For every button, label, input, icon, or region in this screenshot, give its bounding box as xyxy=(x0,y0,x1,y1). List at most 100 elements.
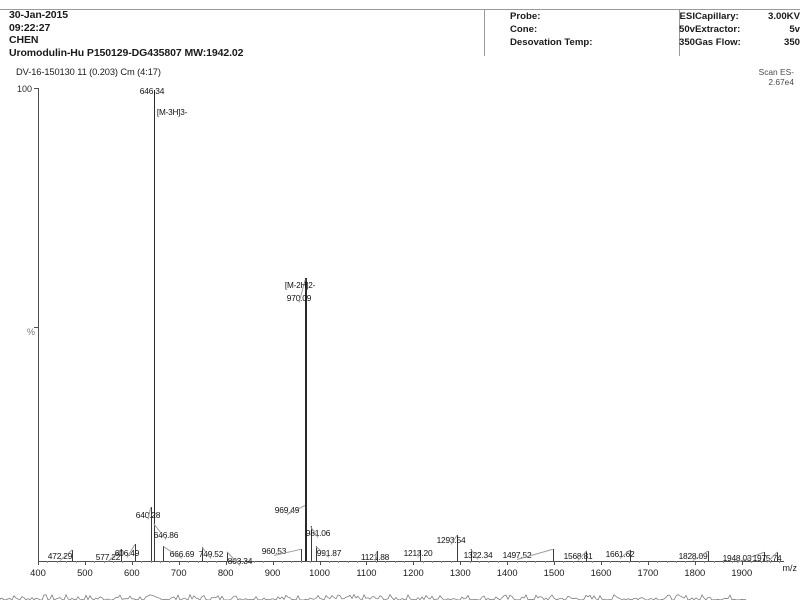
spectrum-peak xyxy=(121,548,123,561)
x-axis-tick xyxy=(507,561,509,565)
x-axis-minor-tick xyxy=(141,561,143,563)
operator-name: CHEN xyxy=(9,34,39,47)
x-axis-minor-tick xyxy=(113,561,115,563)
x-axis-tick-label: 900 xyxy=(264,567,281,578)
x-axis-minor-tick xyxy=(610,561,612,563)
x-axis-label: m/z xyxy=(782,563,798,573)
peak-label: 646.86 xyxy=(153,530,179,540)
x-axis-tick xyxy=(366,561,368,565)
x-axis-minor-tick xyxy=(338,561,340,563)
param-row: Desovation Temp: 350 Gas Flow: 350 xyxy=(490,36,800,49)
x-axis-minor-tick xyxy=(394,561,396,563)
x-axis-tick xyxy=(131,561,133,565)
x-axis-minor-tick xyxy=(723,561,724,563)
x-axis-minor-tick xyxy=(291,561,293,563)
x-axis-minor-tick xyxy=(169,561,171,563)
scan-mode-label: Scan ES- xyxy=(758,67,794,77)
x-axis-tick-label: 1900 xyxy=(731,567,753,578)
header-divider-right xyxy=(679,9,680,56)
x-axis-tick xyxy=(319,561,321,565)
x-axis-minor-tick xyxy=(591,561,593,563)
x-axis-minor-tick xyxy=(281,561,283,563)
x-axis-tick-label: 1500 xyxy=(543,567,565,578)
x-axis-tick-label: 700 xyxy=(170,567,187,578)
x-axis-tick-label: 1000 xyxy=(309,567,330,578)
header-divider-top xyxy=(0,9,800,10)
x-axis-minor-tick xyxy=(469,561,471,563)
peak-label: 969.49 xyxy=(274,505,300,515)
peak-label: 1322.34 xyxy=(463,550,493,560)
spectrum-peak xyxy=(71,549,73,561)
x-axis-minor-tick xyxy=(516,561,518,563)
x-axis-minor-tick xyxy=(751,561,753,563)
x-axis-minor-tick xyxy=(666,561,668,563)
x-axis-tick-label: 1200 xyxy=(402,567,424,578)
x-axis-tick xyxy=(460,561,462,565)
x-axis-minor-tick xyxy=(525,561,527,563)
x-axis-minor-tick xyxy=(75,561,77,563)
x-axis-tick-label: 1800 xyxy=(684,567,706,578)
spectrum-peak xyxy=(376,550,378,561)
spectrum-peak xyxy=(708,550,710,561)
spectrum-peak xyxy=(300,548,302,561)
y-axis xyxy=(38,88,39,561)
acquisition-line: DV-16-150130 11 (0.203) Cm (4:17) xyxy=(16,67,161,77)
charge-state-annotation: [M-3H]3- xyxy=(156,108,188,117)
cone-label: Cone: xyxy=(510,24,538,35)
x-axis-minor-tick xyxy=(47,561,49,563)
x-axis-minor-tick xyxy=(760,561,762,563)
x-axis-tick-label: 1600 xyxy=(590,567,612,578)
spectrum-peak xyxy=(777,551,779,561)
probe-label: Probe: xyxy=(510,11,541,22)
x-axis-minor-tick xyxy=(253,561,255,563)
x-axis-tick-label: 1300 xyxy=(449,567,471,578)
x-axis-tick xyxy=(38,561,39,565)
peak-label: 1497.52 xyxy=(502,550,532,560)
x-axis-minor-tick xyxy=(216,561,218,563)
x-axis-minor-tick xyxy=(188,561,190,563)
peak-label: 577.22 xyxy=(95,552,121,562)
x-axis-minor-tick xyxy=(197,561,199,563)
x-axis-tick xyxy=(84,561,86,565)
peak-label: 1828.09 xyxy=(678,551,708,561)
y-axis-tick-100: 100 xyxy=(17,84,33,94)
spectrum-peak xyxy=(227,551,229,561)
x-axis-tick xyxy=(554,561,556,565)
x-axis-tick xyxy=(225,561,227,565)
x-axis-minor-tick xyxy=(779,561,781,563)
x-axis-minor-tick xyxy=(769,561,771,563)
base-peak-intensity: 2.67e4 xyxy=(768,76,794,87)
scan-mode-block: Scan ES- 2.67e4 xyxy=(758,67,794,87)
spectrum-peak xyxy=(629,549,631,561)
report-date: 30-Jan-2015 xyxy=(9,9,69,21)
x-axis-minor-tick xyxy=(544,561,546,563)
peak-label: 1661.62 xyxy=(605,549,635,559)
peak-label: 472.29 xyxy=(47,551,73,561)
header-divider-left xyxy=(484,9,485,56)
x-axis-minor-tick xyxy=(619,561,621,563)
x-axis-minor-tick xyxy=(497,561,499,563)
x-axis-tick-label: 500 xyxy=(77,567,93,578)
spectrum-peak xyxy=(764,551,766,561)
x-axis-minor-tick xyxy=(441,561,443,563)
x-axis-tick-label: 1100 xyxy=(356,567,377,578)
x-axis-tick xyxy=(694,561,696,565)
x-axis-minor-tick xyxy=(582,561,584,563)
spectrum-peak xyxy=(201,546,203,561)
x-axis-minor-tick xyxy=(450,561,452,563)
x-axis-tick xyxy=(601,561,603,565)
x-axis-minor-tick xyxy=(713,561,715,563)
x-axis-tick xyxy=(413,561,415,565)
x-axis-minor-tick xyxy=(150,561,152,563)
x-axis-tick-label: 1700 xyxy=(637,567,659,578)
capillary-value: 3.00KV xyxy=(768,11,800,22)
peak-label: 1568.81 xyxy=(563,551,593,561)
x-axis-minor-tick xyxy=(385,561,387,563)
x-axis-minor-tick xyxy=(159,561,161,563)
x-axis-minor-tick xyxy=(300,561,302,563)
x-axis xyxy=(38,561,784,562)
peak-label: 1975.74 xyxy=(752,553,782,563)
x-axis-minor-tick xyxy=(535,561,537,563)
x-axis-minor-tick xyxy=(685,561,687,563)
x-axis-tick xyxy=(178,561,180,565)
